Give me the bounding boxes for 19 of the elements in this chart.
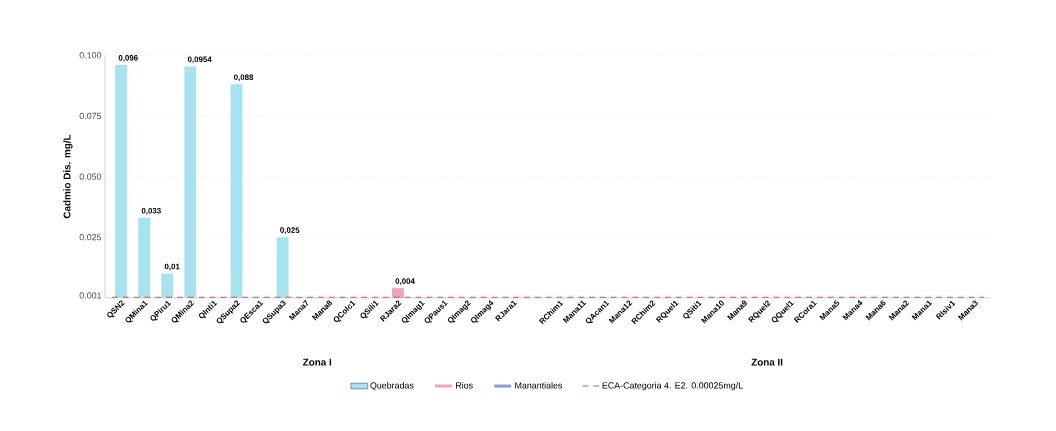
legend-label: ECA-Categoria 4. E2. 0.00025mg/L bbox=[602, 381, 743, 391]
legend-label: Quebradas bbox=[370, 381, 414, 390]
legend-label: Manantiales bbox=[515, 381, 563, 389]
bar bbox=[276, 236, 289, 298]
y-tick-label: 0.025 bbox=[79, 233, 102, 241]
bar bbox=[115, 64, 128, 298]
y-tick-label: 0.050 bbox=[79, 173, 102, 180]
y-tick-label: 0.075 bbox=[79, 112, 102, 119]
text: Zona II bbox=[751, 358, 783, 366]
text: Zona I bbox=[303, 358, 332, 366]
y-tick-label: 0.001 bbox=[79, 292, 102, 299]
bar bbox=[161, 273, 174, 298]
legend-label: Rios bbox=[456, 381, 473, 389]
bar bbox=[138, 217, 151, 298]
y-axis-title: Cadmio Dis. mg/L bbox=[63, 134, 73, 219]
bar bbox=[392, 287, 404, 298]
bar bbox=[230, 84, 243, 298]
bar bbox=[184, 66, 197, 298]
y-tick-label: 0.100 bbox=[79, 51, 102, 59]
